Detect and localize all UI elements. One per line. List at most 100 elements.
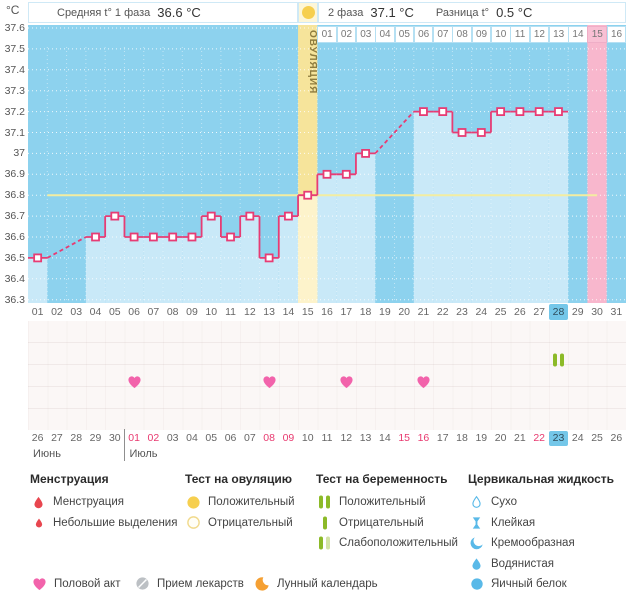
cycle-day-cell[interactable]: 02	[51, 306, 63, 318]
calendar-date-cell[interactable]: 30	[108, 432, 121, 444]
cycle-day-cell[interactable]: 01	[31, 306, 44, 318]
cycle-day-cell[interactable]: 28	[548, 304, 569, 320]
legend-item-label: Яичный белок	[491, 578, 567, 591]
calendar-date-cell[interactable]: 24	[571, 432, 584, 444]
y-tick-label: 36.9	[4, 168, 25, 181]
pregnancy-test-positive-icon	[552, 353, 565, 372]
cycle-day-cell[interactable]: 24	[475, 306, 488, 318]
sticky-icon	[468, 515, 485, 531]
calendar-date-cell[interactable]: 13	[359, 432, 372, 444]
calendar-date-cell[interactable]: 25	[591, 432, 603, 444]
cycle-day-cell[interactable]: 03	[70, 306, 83, 318]
cycle-day-cell[interactable]: 22	[436, 306, 449, 318]
calendar-date-cell[interactable]: 21	[514, 432, 526, 444]
legend-item: Менструация	[30, 492, 177, 513]
legend-group: Тест на овуляцию Положительный Отрицательн…	[185, 472, 295, 533]
cycle-day-cell[interactable]: 07	[147, 306, 160, 318]
calendar-date-cell[interactable]: 02	[147, 432, 160, 444]
events-grid[interactable]	[28, 321, 626, 430]
cycle-day-cell[interactable]: 23	[456, 306, 468, 318]
cycle-day-cell[interactable]: 17	[340, 306, 353, 318]
pill-icon	[133, 575, 151, 592]
cycle-day-cell[interactable]: 25	[494, 306, 507, 318]
calendar-date-cell[interactable]: 23	[548, 431, 569, 446]
temp-marker	[129, 232, 139, 242]
legend-item-label: Клейкая	[491, 516, 536, 529]
month-divider	[124, 429, 126, 461]
calendar-date-cell[interactable]: 14	[379, 432, 391, 444]
legend-footer-item: Прием лекарств	[133, 575, 244, 592]
calendar-date-cell[interactable]: 01	[128, 432, 140, 444]
cycle-day-cell[interactable]: 09	[186, 306, 198, 318]
legend-item-label: Небольшие выделения	[53, 516, 178, 529]
phase2-average-label: 2 фаза	[328, 6, 364, 19]
phase2-day-cell: 11	[510, 26, 530, 43]
calendar-date-cell[interactable]: 09	[282, 432, 295, 444]
legend-item-label: Водянистая	[491, 557, 555, 570]
cycle-day-cell[interactable]: 27	[533, 306, 546, 318]
calendar-date-cell[interactable]: 16	[417, 432, 430, 444]
intercourse-heart-icon	[262, 375, 277, 394]
cycle-day-cell[interactable]: 18	[359, 306, 372, 318]
legend-item: Слабоположительный	[316, 533, 458, 554]
cycle-day-cell[interactable]: 13	[263, 306, 275, 318]
calendar-date-cell[interactable]: 07	[243, 432, 256, 444]
cycle-day-cell[interactable]: 10	[205, 306, 218, 318]
calendar-date-cell[interactable]: 08	[263, 432, 275, 444]
cycle-day-cell[interactable]: 14	[282, 306, 295, 318]
cycle-day-cell[interactable]: 21	[417, 306, 430, 318]
legend-item: Отрицательный	[185, 513, 295, 534]
cycle-day-cell[interactable]: 26	[514, 306, 526, 318]
calendar-date-cell[interactable]: 15	[398, 432, 410, 444]
cycle-day-cell[interactable]: 04	[89, 306, 102, 318]
chart-plot[interactable]	[28, 25, 626, 303]
cycle-day-cell[interactable]: 30	[591, 306, 603, 318]
calendar-date-cell[interactable]: 20	[494, 432, 507, 444]
calendar-date-cell[interactable]: 04	[186, 432, 198, 444]
calendar-date-cell[interactable]: 06	[224, 432, 237, 444]
temp-marker	[419, 107, 428, 116]
calendar-date-cell[interactable]: 03	[166, 432, 179, 444]
y-tick-label: 37.3	[4, 84, 25, 97]
temp-marker	[91, 232, 100, 242]
intercourse-heart-icon	[339, 375, 354, 394]
cycle-day-cell[interactable]: 05	[108, 306, 121, 318]
cycle-day-cell[interactable]: 15	[301, 306, 314, 318]
calendar-date-cell[interactable]: 29	[89, 432, 102, 444]
cycle-day-cell[interactable]: 08	[166, 306, 179, 318]
calendar-date-cell[interactable]: 17	[436, 432, 449, 444]
calendar-date-cell[interactable]: 19	[475, 432, 488, 444]
legend-item: Отрицательный	[316, 513, 458, 534]
intercourse-heart-icon	[127, 375, 142, 394]
calendar-date-cell[interactable]: 28	[70, 432, 83, 444]
cycle-day-cell[interactable]: 20	[398, 306, 410, 318]
phase2-day-cell: 12	[529, 26, 550, 43]
calendar-date-cell[interactable]: 26	[31, 432, 44, 444]
legend-group: Менструация Менструация Небольшие выделени…	[30, 472, 177, 533]
cycle-day-cell[interactable]: 12	[243, 306, 256, 318]
bars-weak-icon	[316, 535, 333, 551]
legend-footer-item: Лунный календарь	[253, 575, 378, 592]
calendar-date-cell[interactable]: 26	[610, 432, 623, 444]
moon-icon	[253, 575, 271, 592]
calendar-date-cell[interactable]: 05	[205, 432, 218, 444]
cycle-day-cell[interactable]: 16	[321, 306, 333, 318]
temp-marker	[206, 211, 216, 221]
calendar-date-cell[interactable]: 27	[51, 432, 63, 444]
calendar-date-cell[interactable]: 22	[533, 432, 546, 444]
temp-marker	[361, 149, 370, 158]
cycle-day-cell[interactable]: 11	[225, 306, 236, 318]
phase1-average-box: Средняя t° 1 фаза 36.6 °C	[28, 2, 298, 23]
temperature-chart[interactable]	[28, 25, 626, 303]
watery-icon	[468, 556, 485, 572]
cycle-day-cell[interactable]: 29	[571, 306, 584, 318]
cycle-day-cell[interactable]: 19	[379, 306, 391, 318]
calendar-date-cell[interactable]: 10	[301, 432, 314, 444]
calendar-date-cell[interactable]: 18	[456, 432, 468, 444]
calendar-date-cell[interactable]: 12	[340, 432, 353, 444]
calendar-date-cell[interactable]: 11	[321, 432, 333, 444]
month-label: Июнь	[33, 448, 61, 460]
temp-marker	[554, 107, 563, 116]
cycle-day-cell[interactable]: 31	[610, 306, 623, 318]
cycle-day-cell[interactable]: 06	[128, 306, 140, 318]
